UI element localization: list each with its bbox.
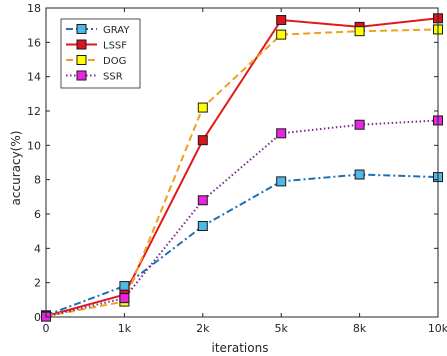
x-tick-label: 10k bbox=[428, 322, 447, 335]
y-tick-label: 16 bbox=[27, 36, 41, 49]
legend-marker-dog bbox=[76, 55, 87, 65]
data-point-dog bbox=[197, 102, 208, 113]
series-line-dog bbox=[45, 28, 439, 318]
y-tick-label: 12 bbox=[27, 105, 41, 118]
y-tick-label: 8 bbox=[34, 174, 41, 187]
x-tick-label: 2k bbox=[196, 322, 210, 335]
x-tick-label: 1k bbox=[118, 322, 132, 335]
y-tick-label: 4 bbox=[34, 242, 41, 255]
data-point-ssr bbox=[354, 119, 365, 130]
series-line-ssr bbox=[45, 119, 439, 318]
data-point-gray bbox=[276, 176, 287, 187]
legend-label-dog: DOG bbox=[103, 56, 126, 67]
legend-label-gray: GRAY bbox=[103, 25, 130, 36]
legend-label-ssr: SSR bbox=[103, 72, 123, 83]
x-axis-label: iterations bbox=[212, 341, 269, 355]
legend-marker-ssr bbox=[76, 70, 87, 81]
legend-marker-lssf bbox=[76, 39, 87, 50]
y-tick-label: 10 bbox=[27, 139, 41, 152]
series-line-gray bbox=[45, 173, 439, 317]
legend-label-lssf: LSSF bbox=[103, 41, 127, 52]
x-tick-label: 0 bbox=[43, 322, 50, 335]
data-point-dog bbox=[276, 29, 287, 40]
data-point-ssr bbox=[276, 128, 287, 139]
data-point-gray bbox=[354, 169, 365, 180]
data-point-gray bbox=[119, 281, 130, 292]
data-point-ssr bbox=[197, 195, 208, 206]
y-tick-label: 14 bbox=[27, 71, 41, 84]
series-line-lssf bbox=[45, 17, 439, 318]
data-point-gray bbox=[197, 221, 208, 232]
data-point-lssf bbox=[197, 135, 208, 146]
y-tick-label: 0 bbox=[34, 311, 41, 324]
y-axis-label: accuracy(%) bbox=[9, 131, 23, 206]
x-tick-label: 5k bbox=[275, 322, 289, 335]
y-tick-label: 2 bbox=[34, 277, 41, 290]
axes-layer: 0 2 4 6 8 10 12 14 16 18 0 1k 2k 5k 8k 10k bbox=[27, 2, 447, 335]
data-point-dog bbox=[354, 26, 365, 37]
data-point-ssr bbox=[119, 293, 130, 304]
plot-frame bbox=[45, 7, 439, 318]
y-tick-label: 6 bbox=[34, 208, 41, 221]
y-tick-label: 18 bbox=[27, 2, 41, 15]
x-tick-label: 8k bbox=[353, 322, 367, 335]
data-point-lssf bbox=[276, 15, 287, 26]
legend: GRAY LSSF DOG SSR bbox=[60, 18, 141, 89]
legend-marker-gray bbox=[76, 24, 87, 34]
